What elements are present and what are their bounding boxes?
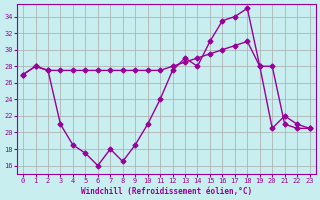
X-axis label: Windchill (Refroidissement éolien,°C): Windchill (Refroidissement éolien,°C) (81, 187, 252, 196)
